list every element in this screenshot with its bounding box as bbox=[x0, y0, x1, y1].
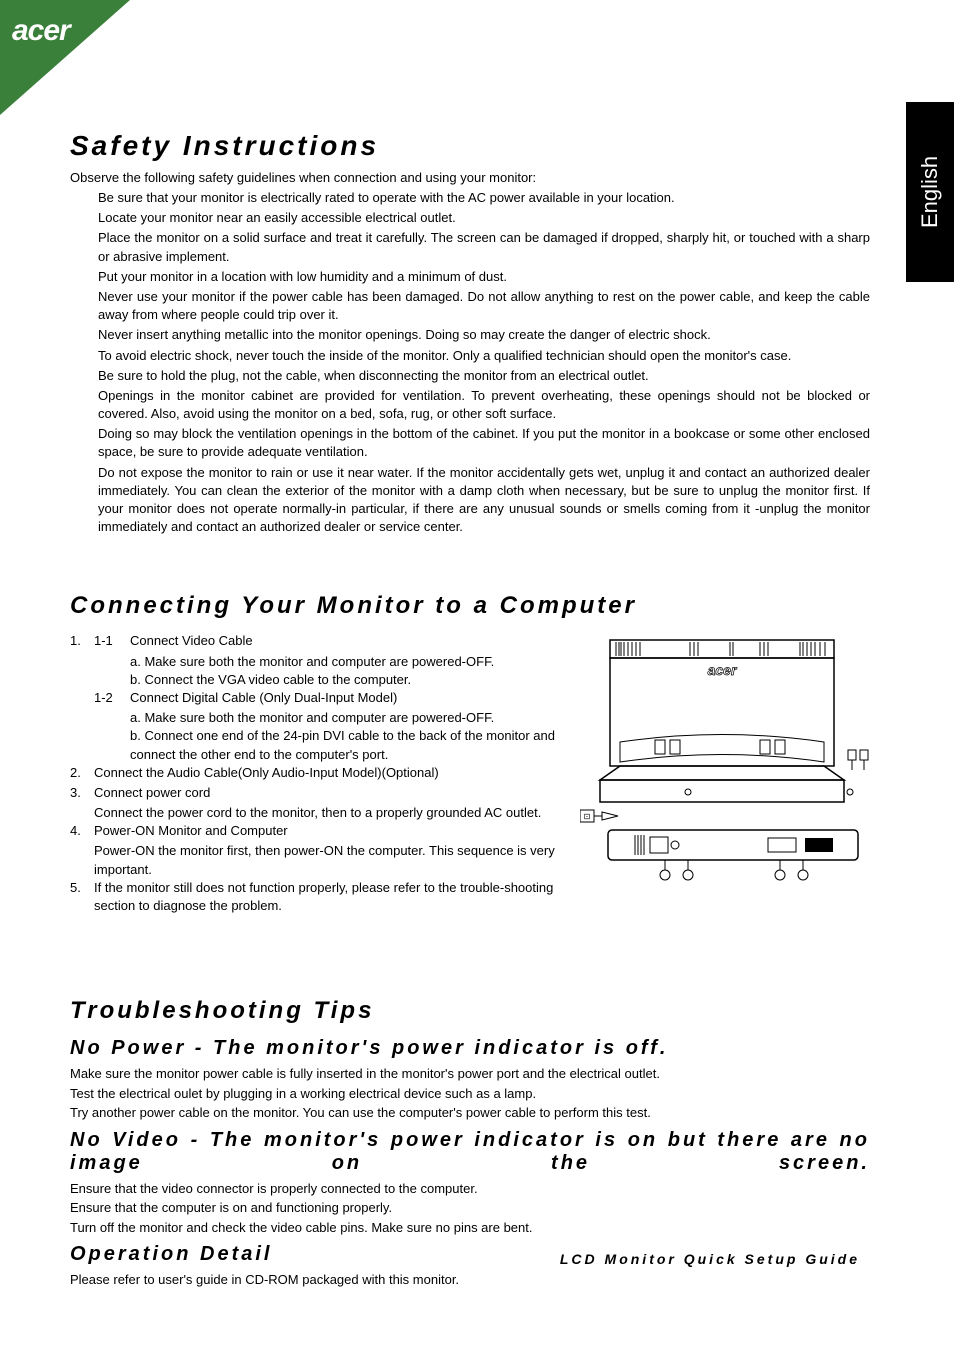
nopower-heading: No Power - The monitor's power indicator… bbox=[70, 1037, 870, 1060]
trouble-text: Try another power cable on the monitor. … bbox=[70, 1103, 870, 1123]
monitor-diagram: acer ⊡ bbox=[580, 632, 870, 902]
step-text: b. Connect one end of the 24-pin DVI cab… bbox=[130, 727, 560, 763]
trouble-text: Turn off the monitor and check the video… bbox=[70, 1218, 870, 1238]
step-text: If the monitor still does not function p… bbox=[94, 879, 560, 915]
step-number: 4. bbox=[70, 822, 94, 840]
step-text: Connect power cord bbox=[94, 784, 210, 802]
safety-item: Be sure to hold the plug, not the cable,… bbox=[98, 367, 870, 385]
step-number: 5. bbox=[70, 879, 94, 915]
step-text: Connect the power cord to the monitor, t… bbox=[94, 804, 560, 822]
step-text: b. Connect the VGA video cable to the co… bbox=[130, 671, 560, 689]
connect-steps: 1. 1-1 Connect Video Cable a. Make sure … bbox=[70, 632, 560, 917]
brand-logo: acer bbox=[12, 14, 70, 48]
svg-text:⊡: ⊡ bbox=[584, 812, 591, 821]
step-number bbox=[70, 689, 94, 707]
safety-item: Doing so may block the ventilation openi… bbox=[98, 425, 870, 461]
step-subnumber: 1-2 bbox=[94, 689, 130, 707]
step-text: Connect Video Cable bbox=[130, 632, 253, 650]
step-text: Power-ON Monitor and Computer bbox=[94, 822, 288, 840]
trouble-heading: Troubleshooting Tips bbox=[70, 997, 870, 1025]
step-text: Connect Digital Cable (Only Dual-Input M… bbox=[130, 689, 397, 707]
safety-item: Place the monitor on a solid surface and… bbox=[98, 229, 870, 265]
connect-heading: Connecting Your Monitor to a Computer bbox=[70, 592, 870, 620]
safety-item: Locate your monitor near an easily acces… bbox=[98, 209, 870, 227]
safety-list: Be sure that your monitor is electricall… bbox=[98, 189, 870, 536]
trouble-text: Test the electrical oulet by plugging in… bbox=[70, 1084, 870, 1104]
diagram-logo: acer bbox=[708, 662, 738, 678]
step-number: 3. bbox=[70, 784, 94, 802]
trouble-text: Make sure the monitor power cable is ful… bbox=[70, 1064, 870, 1084]
step-text: a. Make sure both the monitor and comput… bbox=[130, 653, 560, 671]
footer-text: LCD Monitor Quick Setup Guide bbox=[560, 1251, 860, 1267]
safety-item: Be sure that your monitor is electricall… bbox=[98, 189, 870, 207]
trouble-text: Please refer to user's guide in CD-ROM p… bbox=[70, 1270, 870, 1290]
safety-item: Never insert anything metallic into the … bbox=[98, 326, 870, 344]
step-text: Connect the Audio Cable(Only Audio-Input… bbox=[94, 764, 439, 782]
safety-heading: Safety Instructions bbox=[70, 130, 870, 162]
language-tab: English bbox=[906, 102, 954, 282]
page-content: Safety Instructions Observe the followin… bbox=[70, 130, 870, 1290]
connect-section: 1. 1-1 Connect Video Cable a. Make sure … bbox=[70, 632, 870, 917]
step-text: Power-ON the monitor first, then power-O… bbox=[94, 842, 560, 878]
safety-intro: Observe the following safety guidelines … bbox=[70, 170, 870, 185]
safety-item: Openings in the monitor cabinet are prov… bbox=[98, 387, 870, 423]
step-number: 2. bbox=[70, 764, 94, 782]
trouble-section: Troubleshooting Tips No Power - The moni… bbox=[70, 997, 870, 1290]
novideo-heading: No Video - The monitor's power indicator… bbox=[70, 1129, 870, 1175]
step-number: 1. bbox=[70, 632, 94, 650]
safety-item: Put your monitor in a location with low … bbox=[98, 268, 870, 286]
trouble-text: Ensure that the computer is on and funct… bbox=[70, 1198, 870, 1218]
safety-item: Do not expose the monitor to rain or use… bbox=[98, 464, 870, 537]
safety-item: Never use your monitor if the power cabl… bbox=[98, 288, 870, 324]
trouble-text: Ensure that the video connector is prope… bbox=[70, 1179, 870, 1199]
step-text: a. Make sure both the monitor and comput… bbox=[130, 709, 560, 727]
step-subnumber: 1-1 bbox=[94, 632, 130, 650]
safety-item: To avoid electric shock, never touch the… bbox=[98, 347, 870, 365]
